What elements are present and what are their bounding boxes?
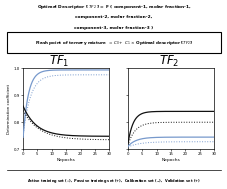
X-axis label: Nepochs: Nepochs [161,158,180,162]
FancyBboxPatch shape [7,32,220,53]
Y-axis label: Determination coefficient: Determination coefficient [7,84,11,134]
Text: Optimal Descriptor [ $TF_2$ ] = F ( component-1, molar fraction-1,: Optimal Descriptor [ $TF_2$ ] = F ( comp… [37,4,190,12]
Text: $TF_2$: $TF_2$ [158,54,178,69]
X-axis label: Nepochs: Nepochs [57,158,75,162]
Text: component-3, molar fraction-3 ): component-3, molar fraction-3 ) [74,26,153,30]
Text: component-2, molar fraction-2,: component-2, molar fraction-2, [75,15,152,19]
Text: $TF_1$: $TF_1$ [49,54,69,69]
Text: Flash point of ternary mixture  $= C_0+\ C_1 \times$ Optimal descriptor [$TF_2$]: Flash point of ternary mixture $= C_0+\ … [35,39,192,46]
Text: Active training set ($\circ$),  Passive training set (+),  Calibration set ($-$): Active training set ($\circ$), Passive t… [27,177,200,185]
